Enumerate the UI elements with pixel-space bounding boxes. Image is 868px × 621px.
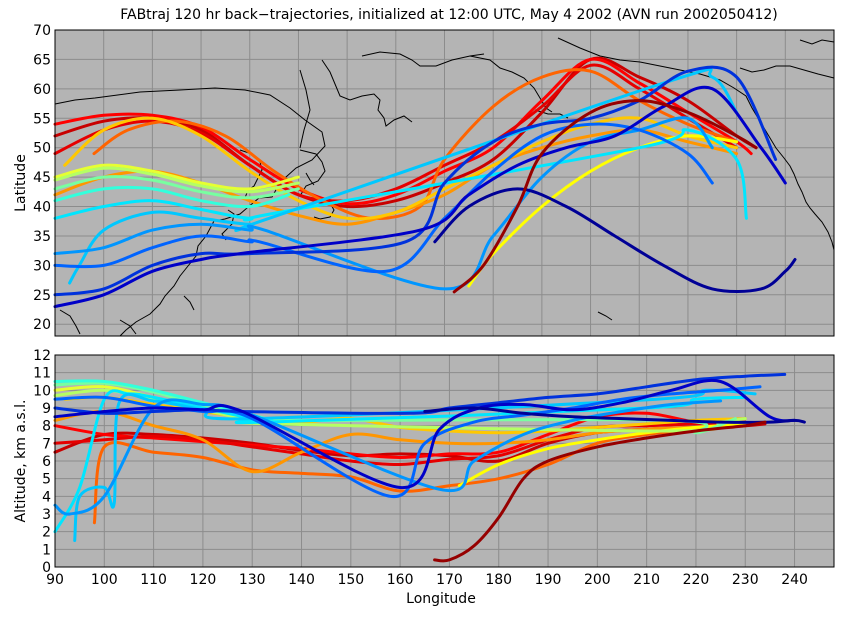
latitude-tick-label: 35	[33, 229, 51, 245]
latitude-tick-label: 25	[33, 288, 51, 304]
altitude-tick-label: 2	[42, 525, 51, 541]
trajectory-line-3	[92, 68, 739, 220]
latitude-tick-label: 20	[33, 317, 51, 333]
trajectory-line-18	[452, 99, 758, 294]
longitude-tick-label: 120	[190, 572, 217, 588]
trajectory-line-7	[53, 163, 300, 191]
longitude-tick-label: 150	[337, 572, 364, 588]
longitude-tick-label: 160	[387, 572, 414, 588]
trajectory-line-10	[53, 185, 291, 209]
altitude-line-3	[92, 424, 747, 525]
latitude-tick-label: 45	[33, 170, 51, 186]
latitude-tick-label: 55	[33, 111, 51, 127]
altitude-tick-label: 7	[42, 436, 51, 452]
altitude-line-17	[423, 406, 806, 424]
latitude-tick-labels: 20 25 30 35 40 45 50 55 60 65 70	[33, 23, 51, 333]
altitude-tick-label: 3	[42, 507, 51, 523]
latitude-tick-label: 60	[33, 82, 51, 98]
altitude-tick-label: 5	[42, 472, 51, 488]
altitude-tick-label: 8	[42, 419, 51, 435]
altitude-line-13	[53, 398, 723, 516]
longitude-tick-label: 170	[436, 572, 463, 588]
altitude-tick-label: 6	[42, 454, 51, 470]
longitude-tick-label: 180	[485, 572, 512, 588]
longitude-axis-label: Longitude	[406, 591, 476, 607]
altitude-tick-label: 0	[42, 560, 51, 576]
longitude-tick-label: 220	[683, 572, 710, 588]
altitude-tick-label: 10	[33, 383, 51, 399]
trajectory-line-17	[433, 187, 797, 293]
longitude-tick-labels: 90 100 110 120 130 140 150 160 170 180 190 200 210 22…	[46, 572, 808, 588]
latitude-tick-label: 30	[33, 258, 51, 274]
longitude-tick-label: 200	[584, 572, 611, 588]
latitude-axis-label: Latitude	[13, 154, 29, 212]
trajectory-lines-altitude	[53, 372, 806, 563]
latitude-map-panel: 20 25 30 35 40 45 50 55 60 65 70 Latitude	[13, 23, 835, 337]
longitude-tick-label: 190	[535, 572, 562, 588]
altitude-line-18	[433, 420, 767, 563]
longitude-tick-label: 210	[633, 572, 660, 588]
trajectory-line-5	[63, 116, 739, 221]
altitude-tick-label: 9	[42, 401, 51, 417]
longitude-tick-label: 90	[46, 572, 64, 588]
altitude-tick-label: 11	[33, 366, 51, 382]
map-frame	[54, 29, 835, 337]
trajectory-line-11	[53, 128, 748, 222]
trajectory-line-9	[53, 175, 300, 200]
trajectory-line-15	[53, 65, 778, 297]
latitude-tick-label: 65	[33, 52, 51, 68]
altitude-line-6	[457, 422, 747, 488]
altitude-tick-label: 4	[42, 489, 51, 505]
longitude-tick-label: 230	[732, 572, 759, 588]
trajectory-line-16	[53, 85, 787, 309]
altitude-axis-label: Altitude, km a.s.l.	[13, 400, 29, 523]
trajectory-line-13	[53, 116, 714, 291]
latitude-tick-label: 40	[33, 200, 51, 216]
chart-title: FABtraj 120 hr back−trajectories, initia…	[120, 7, 778, 23]
trajectory-line-8	[53, 166, 300, 194]
trajectory-line-6	[467, 134, 739, 288]
altitude-tick-label: 12	[33, 348, 51, 364]
trajectory-lines-latitude	[53, 56, 797, 309]
latitude-tick-label: 70	[33, 23, 51, 39]
longitude-tick-label: 140	[288, 572, 315, 588]
longitude-tick-label: 130	[239, 572, 266, 588]
longitude-tick-label: 100	[91, 572, 118, 588]
trajectory-line-1	[53, 57, 753, 206]
altitude-line-15	[53, 372, 787, 415]
altitude-line-16	[53, 378, 797, 490]
latitude-tick-label: 50	[33, 141, 51, 157]
longitude-tick-label: 110	[140, 572, 167, 588]
altitude-tick-label: 1	[42, 542, 51, 558]
longitude-tick-label: 240	[781, 572, 808, 588]
altitude-frame	[54, 354, 835, 568]
altitude-line-1	[53, 411, 747, 459]
